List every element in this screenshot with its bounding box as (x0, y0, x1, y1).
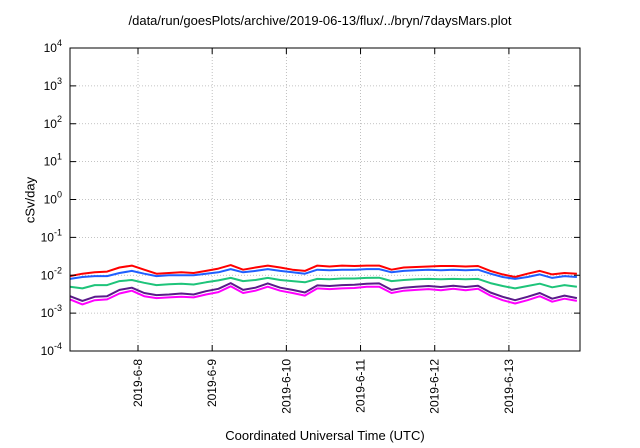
x-axis-label: Coordinated Universal Time (UTC) (225, 428, 425, 443)
y-tick-label: 10-2 (41, 265, 62, 282)
y-tick-label: 10-4 (41, 341, 62, 358)
x-tick-label: 2019-6-9 (205, 359, 219, 407)
axes: 10-4 10-3 10-2 10-1 100 101 102 103 104 2019-6-8 2… (41, 38, 580, 414)
series-lines (69, 264, 578, 306)
series-line (69, 285, 578, 306)
series-line (69, 264, 577, 278)
series-line (69, 282, 578, 302)
chart-title: /data/run/goesPlots/archive/2019-06-13/f… (128, 13, 512, 28)
series-line (69, 276, 578, 290)
x-tick-label: 2019-6-13 (502, 359, 516, 414)
y-tick-label: 100 (44, 190, 62, 207)
x-tick-label: 2019-6-12 (428, 359, 442, 414)
y-tick-label: 103 (44, 76, 62, 93)
y-tick-label: 10-1 (41, 227, 62, 244)
y-axis-label: cSv/day (22, 176, 38, 224)
y-tick-label: 102 (44, 114, 62, 131)
x-tick-label: 2019-6-11 (354, 359, 368, 413)
x-tick-label: 2019-6-8 (131, 359, 145, 407)
y-tick-label: 10-3 (41, 303, 62, 320)
y-tick-label: 104 (44, 38, 62, 55)
y-tick-label: 101 (44, 152, 62, 169)
grid (70, 48, 580, 351)
x-tick-label: 2019-6-10 (279, 359, 293, 414)
series-line (69, 268, 577, 280)
